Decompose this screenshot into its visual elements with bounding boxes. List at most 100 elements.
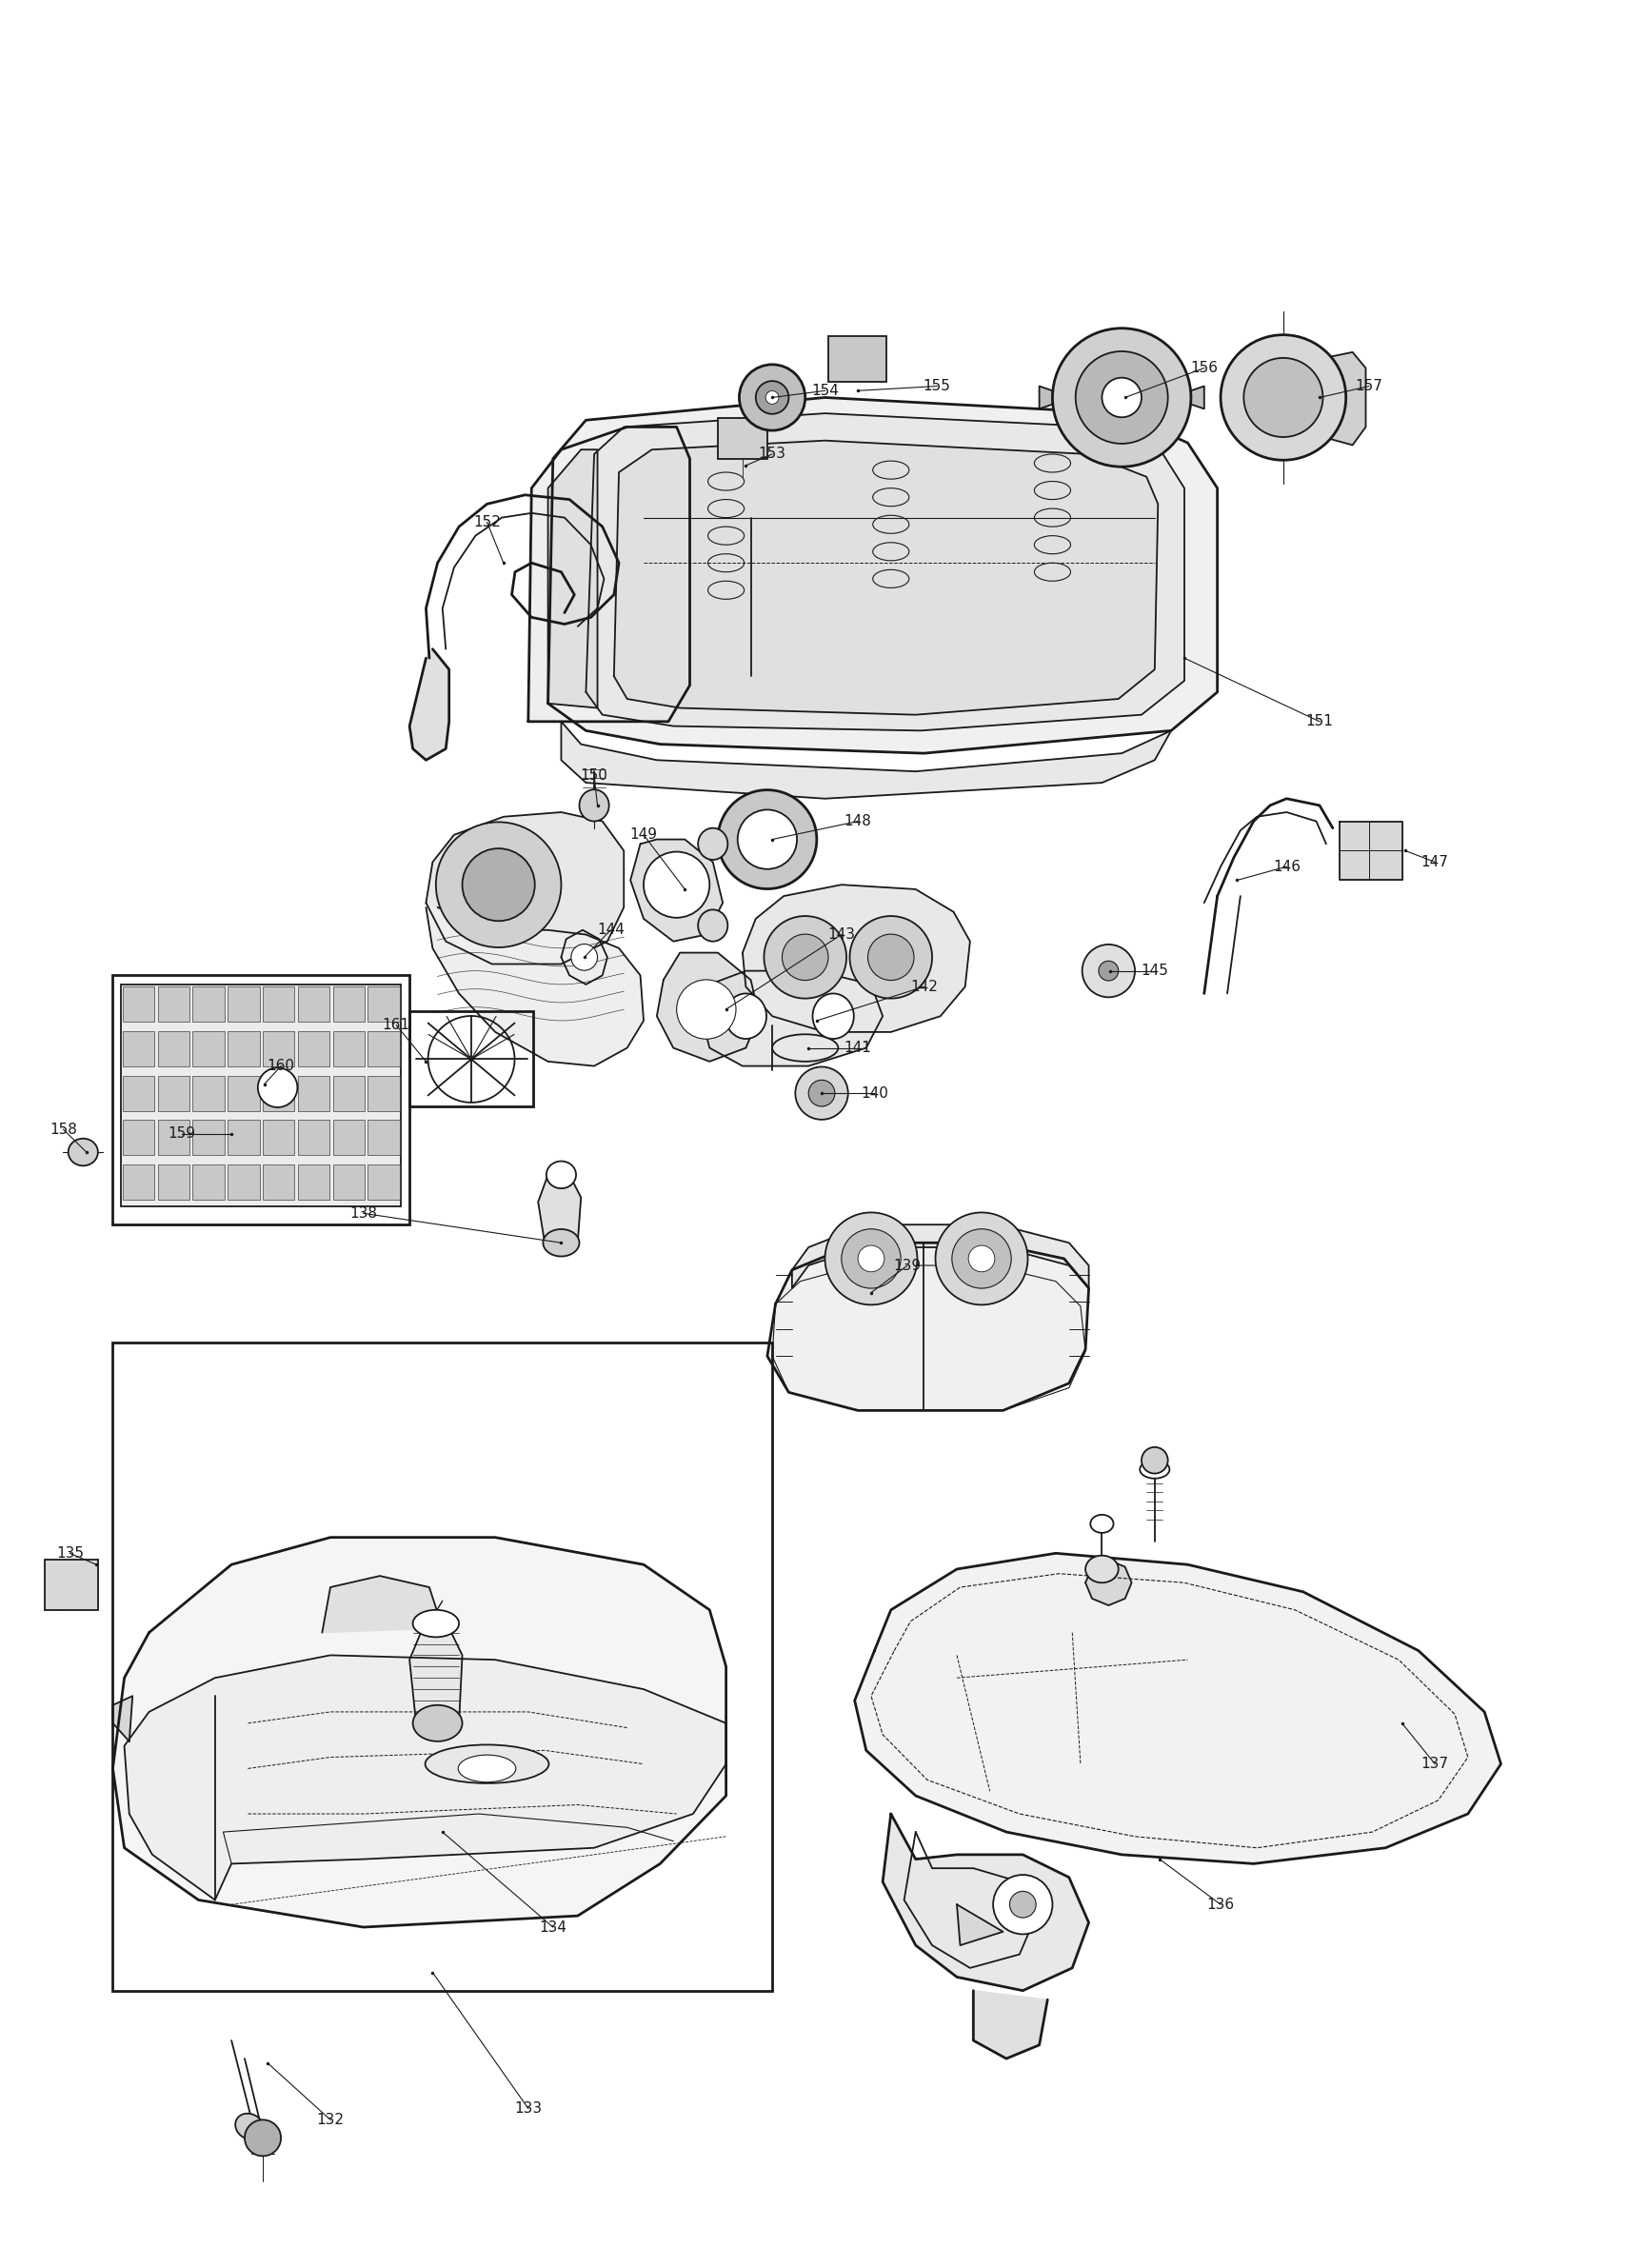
Bar bbox=[158, 1163, 190, 1200]
Circle shape bbox=[739, 365, 805, 431]
Text: 134: 134 bbox=[539, 1921, 566, 1935]
Polygon shape bbox=[1085, 1560, 1131, 1606]
Circle shape bbox=[571, 943, 597, 971]
Text: 146: 146 bbox=[1271, 860, 1299, 873]
Polygon shape bbox=[882, 1814, 1088, 1991]
Text: 138: 138 bbox=[350, 1207, 378, 1220]
Circle shape bbox=[857, 1245, 884, 1272]
Ellipse shape bbox=[412, 1610, 458, 1637]
Bar bbox=[333, 1032, 364, 1066]
Ellipse shape bbox=[425, 1744, 549, 1783]
Polygon shape bbox=[792, 1225, 1088, 1288]
Polygon shape bbox=[973, 1991, 1047, 2059]
Bar bbox=[298, 1120, 330, 1154]
Bar bbox=[368, 1120, 399, 1154]
Bar bbox=[228, 1032, 259, 1066]
Circle shape bbox=[795, 1066, 848, 1120]
Bar bbox=[333, 987, 364, 1023]
Ellipse shape bbox=[698, 828, 727, 860]
Polygon shape bbox=[112, 1538, 726, 1928]
Circle shape bbox=[951, 1229, 1011, 1288]
Bar bbox=[717, 417, 767, 458]
Text: 145: 145 bbox=[1141, 964, 1167, 978]
Text: 148: 148 bbox=[844, 814, 871, 828]
Text: 143: 143 bbox=[828, 928, 854, 941]
Circle shape bbox=[1102, 379, 1141, 417]
Bar bbox=[333, 1120, 364, 1154]
Polygon shape bbox=[124, 1656, 726, 1901]
Text: 160: 160 bbox=[267, 1059, 295, 1073]
Polygon shape bbox=[538, 1175, 580, 1243]
Bar bbox=[298, 987, 330, 1023]
Text: 133: 133 bbox=[514, 2102, 543, 2116]
Bar bbox=[368, 1032, 399, 1066]
Bar bbox=[45, 1560, 97, 1610]
Circle shape bbox=[867, 934, 914, 980]
Bar bbox=[262, 1120, 295, 1154]
Bar bbox=[368, 987, 399, 1023]
Polygon shape bbox=[425, 907, 643, 1066]
Circle shape bbox=[765, 390, 778, 404]
Polygon shape bbox=[630, 839, 722, 941]
Bar bbox=[333, 1163, 364, 1200]
Ellipse shape bbox=[1139, 1461, 1169, 1479]
Bar bbox=[193, 1032, 224, 1066]
Circle shape bbox=[1082, 943, 1135, 998]
Polygon shape bbox=[561, 930, 607, 984]
Polygon shape bbox=[409, 1628, 462, 1724]
Text: 161: 161 bbox=[383, 1018, 411, 1032]
Bar bbox=[158, 1032, 190, 1066]
Bar bbox=[122, 1163, 155, 1200]
Ellipse shape bbox=[579, 789, 608, 821]
Ellipse shape bbox=[698, 909, 727, 941]
Bar bbox=[193, 1075, 224, 1111]
Circle shape bbox=[755, 381, 788, 415]
Text: 149: 149 bbox=[630, 828, 656, 841]
Text: 150: 150 bbox=[580, 769, 607, 782]
Bar bbox=[828, 336, 886, 381]
Ellipse shape bbox=[726, 993, 767, 1039]
Text: 158: 158 bbox=[49, 1123, 78, 1136]
Circle shape bbox=[1098, 962, 1118, 980]
Bar bbox=[158, 1075, 190, 1111]
Text: 135: 135 bbox=[56, 1547, 84, 1560]
Bar bbox=[262, 1032, 295, 1066]
Ellipse shape bbox=[244, 2121, 280, 2157]
Bar bbox=[120, 984, 401, 1207]
Circle shape bbox=[935, 1213, 1027, 1304]
Polygon shape bbox=[547, 397, 1217, 753]
Circle shape bbox=[841, 1229, 900, 1288]
Bar bbox=[298, 1032, 330, 1066]
Polygon shape bbox=[1319, 352, 1365, 445]
Text: 152: 152 bbox=[473, 515, 500, 528]
Polygon shape bbox=[409, 649, 449, 760]
Circle shape bbox=[257, 1068, 297, 1107]
Polygon shape bbox=[1191, 386, 1204, 408]
Bar bbox=[409, 1012, 533, 1107]
Bar bbox=[122, 1032, 155, 1066]
Bar bbox=[333, 1075, 364, 1111]
Bar bbox=[298, 1075, 330, 1111]
Text: 142: 142 bbox=[910, 980, 937, 993]
Text: 137: 137 bbox=[1420, 1758, 1448, 1771]
Circle shape bbox=[1009, 1892, 1036, 1919]
Circle shape bbox=[435, 821, 561, 948]
Bar bbox=[298, 1163, 330, 1200]
Ellipse shape bbox=[546, 1161, 576, 1188]
Polygon shape bbox=[613, 440, 1158, 714]
Bar bbox=[228, 1075, 259, 1111]
Polygon shape bbox=[701, 971, 882, 1066]
Circle shape bbox=[462, 848, 534, 921]
Bar bbox=[122, 1120, 155, 1154]
Ellipse shape bbox=[1085, 1556, 1118, 1583]
Polygon shape bbox=[112, 1696, 132, 1742]
Polygon shape bbox=[528, 426, 689, 721]
Polygon shape bbox=[322, 1576, 442, 1633]
Circle shape bbox=[643, 853, 709, 919]
Circle shape bbox=[1052, 329, 1191, 467]
Polygon shape bbox=[585, 413, 1184, 730]
Bar bbox=[228, 987, 259, 1023]
Bar bbox=[228, 1120, 259, 1154]
Bar bbox=[112, 1343, 772, 1991]
Text: 159: 159 bbox=[168, 1127, 196, 1141]
